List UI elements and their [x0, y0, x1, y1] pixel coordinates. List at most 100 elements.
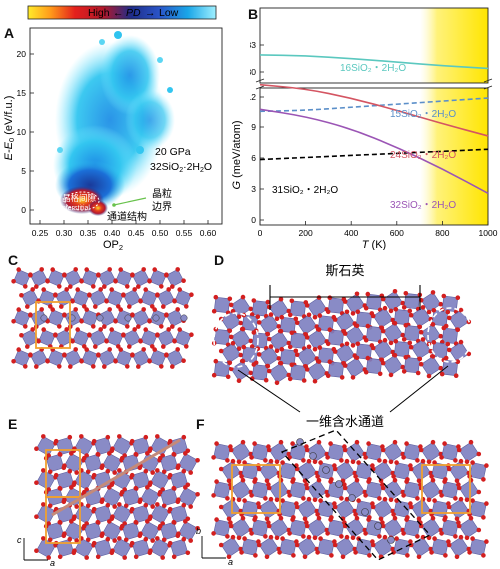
- oxygen-atom: [136, 364, 141, 369]
- oxygen-atom: [23, 364, 28, 369]
- oxygen-atom: [53, 438, 59, 444]
- si-polyhedron: [251, 332, 269, 349]
- oxygen-atom: [256, 352, 262, 357]
- si-polyhedron: [177, 486, 199, 508]
- oxygen-atom: [68, 364, 73, 369]
- oxygen-atom: [211, 372, 217, 378]
- oxygen-atom: [256, 542, 262, 548]
- oxygen-atom: [417, 356, 423, 362]
- oxygen-atom: [214, 479, 219, 484]
- oxygen-atom: [248, 370, 254, 376]
- oxygen-atom: [350, 343, 356, 348]
- oxygen-atom: [306, 312, 312, 318]
- b-label-15: 15SiO₂・2H₂O: [390, 109, 456, 120]
- si-polyhedron: [344, 441, 366, 463]
- si-polyhedron: [241, 538, 259, 556]
- oxygen-atom: [11, 279, 16, 284]
- si-polyhedron: [140, 329, 158, 347]
- oxygen-atom: [252, 517, 257, 522]
- oxygen-atom: [125, 364, 130, 369]
- oxygen-atom: [291, 553, 296, 558]
- oxygen-atom: [188, 538, 193, 543]
- oxygen-atom: [252, 441, 257, 446]
- oxygen-atom: [240, 439, 246, 445]
- oxygen-atom: [171, 519, 177, 525]
- water-molecule: [124, 314, 132, 322]
- b-series-line-s31: [259, 148, 489, 161]
- oxygen-atom: [241, 344, 247, 350]
- oxygen-atom: [318, 460, 323, 465]
- oxygen-atom: [418, 361, 424, 367]
- si-polyhedron: [165, 268, 185, 288]
- oxygen-atom: [354, 515, 360, 521]
- oxygen-atom: [456, 523, 462, 529]
- oxygen-atom: [363, 305, 369, 311]
- oxygen-atom: [342, 331, 348, 336]
- si-polyhedron: [72, 329, 90, 347]
- oxygen-atom: [467, 550, 472, 555]
- oxygen-atom: [249, 455, 254, 460]
- oxygen-atom: [175, 307, 180, 312]
- a-ytick-3: 15: [17, 88, 27, 98]
- oxygen-atom: [82, 344, 87, 349]
- oxygen-atom: [363, 531, 368, 536]
- oxygen-atom: [148, 480, 153, 486]
- oxygen-atom: [274, 316, 280, 322]
- oxygen-atom: [167, 540, 173, 546]
- oxygen-atom: [400, 364, 406, 370]
- oxygen-atom: [59, 304, 64, 309]
- oxygen-atom: [230, 534, 236, 540]
- si-polyhedron: [355, 462, 373, 480]
- oxygen-atom: [150, 304, 155, 309]
- oxygen-atom: [344, 458, 350, 464]
- oxygen-atom: [211, 493, 216, 498]
- oxygen-atom: [476, 527, 482, 533]
- oxygen-atom: [279, 314, 285, 320]
- oxygen-atom: [91, 506, 97, 512]
- oxygen-atom: [110, 514, 115, 519]
- oxygen-atom: [189, 332, 194, 338]
- oxygen-atom: [388, 308, 394, 314]
- si-polyhedron: [420, 441, 442, 463]
- si-polyhedron: [469, 500, 487, 518]
- oxygen-atom: [484, 463, 489, 468]
- b-ytick-0: 0: [251, 215, 256, 225]
- si-polyhedron: [393, 462, 411, 480]
- si-polyhedron: [393, 538, 411, 556]
- oxygen-atom: [181, 468, 187, 474]
- oxygen-atom: [268, 534, 274, 540]
- oxygen-atom: [105, 536, 111, 542]
- oxygen-atom: [228, 523, 234, 529]
- oxygen-atom: [104, 299, 109, 304]
- oxygen-atom: [81, 523, 87, 529]
- si-polyhedron: [72, 289, 90, 307]
- oxygen-atom: [290, 517, 295, 522]
- oxygen-atom: [430, 515, 436, 521]
- si-polyhedron: [469, 538, 487, 556]
- water-molecule: [361, 508, 369, 516]
- oxygen-atom: [236, 497, 242, 503]
- oxygen-atom: [239, 474, 244, 479]
- oxygen-atom: [439, 531, 444, 536]
- oxygen-atom: [118, 307, 123, 312]
- oxygen-atom: [67, 536, 73, 542]
- si-polyhedron: [230, 517, 252, 539]
- si-polyhedron: [97, 268, 117, 288]
- si-polyhedron: [448, 498, 470, 520]
- oxygen-atom: [317, 313, 323, 318]
- oxygen-atom: [176, 531, 181, 536]
- oxygen-atom: [317, 345, 323, 350]
- oxygen-atom: [370, 345, 376, 351]
- oxygen-atom: [455, 359, 461, 365]
- b-xlabel: T (K): [362, 239, 386, 250]
- oxygen-atom: [48, 304, 53, 309]
- oxygen-atom: [227, 296, 233, 302]
- grain-pointer: [113, 197, 147, 206]
- oxygen-atom: [403, 291, 409, 296]
- si-polyhedron: [88, 288, 108, 308]
- oxygen-atom: [278, 328, 284, 334]
- oxygen-atom: [230, 458, 236, 464]
- oxygen-atom: [401, 305, 407, 310]
- si-polyhedron: [441, 481, 459, 499]
- oxygen-atom: [470, 498, 475, 503]
